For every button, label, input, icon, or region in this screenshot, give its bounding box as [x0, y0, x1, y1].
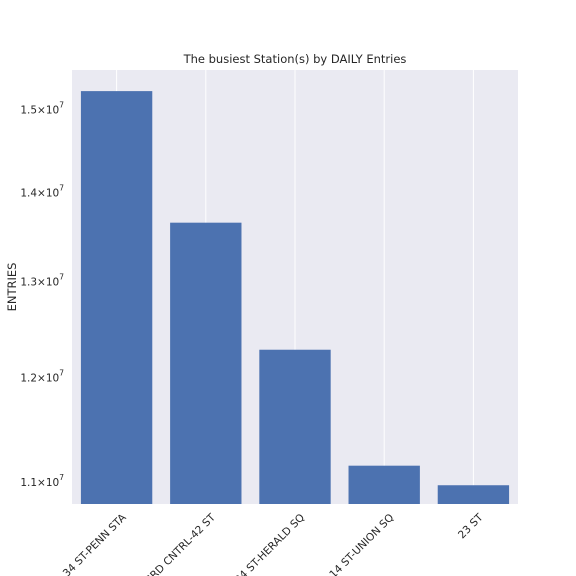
y-tick-label: 1.2×107	[20, 368, 64, 384]
y-tick-label: 1.3×107	[20, 272, 64, 288]
x-tick-label: 34 ST-PENN STA	[61, 511, 130, 576]
bar	[80, 91, 153, 504]
bar	[348, 465, 420, 504]
y-tick-label: 1.4×107	[20, 183, 64, 199]
y-tick-label: 1.5×107	[20, 100, 64, 116]
x-tick-label: GRD CNTRL-42 ST	[142, 511, 218, 576]
x-tick-label: 14 ST-UNION SQ	[327, 512, 396, 576]
bar	[170, 222, 242, 504]
bar	[259, 349, 331, 504]
bars	[80, 91, 510, 504]
x-tick-label: 23 ST	[456, 511, 486, 541]
y-tick-label: 1.1×107	[20, 473, 64, 489]
x-tick-label: 34 ST-HERALD SQ	[233, 512, 308, 576]
chart-title: The busiest Station(s) by DAILY Entries	[183, 52, 407, 66]
bar	[437, 485, 510, 504]
x-axis-ticks: 34 ST-PENN STA GRD CNTRL-42 ST 34 ST-HERAL…	[61, 511, 486, 576]
y-axis-label: ENTRIES	[5, 263, 19, 312]
y-axis-ticks: 1.1×107 1.2×107 1.3×107 1.4×107 1.5×107	[20, 100, 64, 489]
